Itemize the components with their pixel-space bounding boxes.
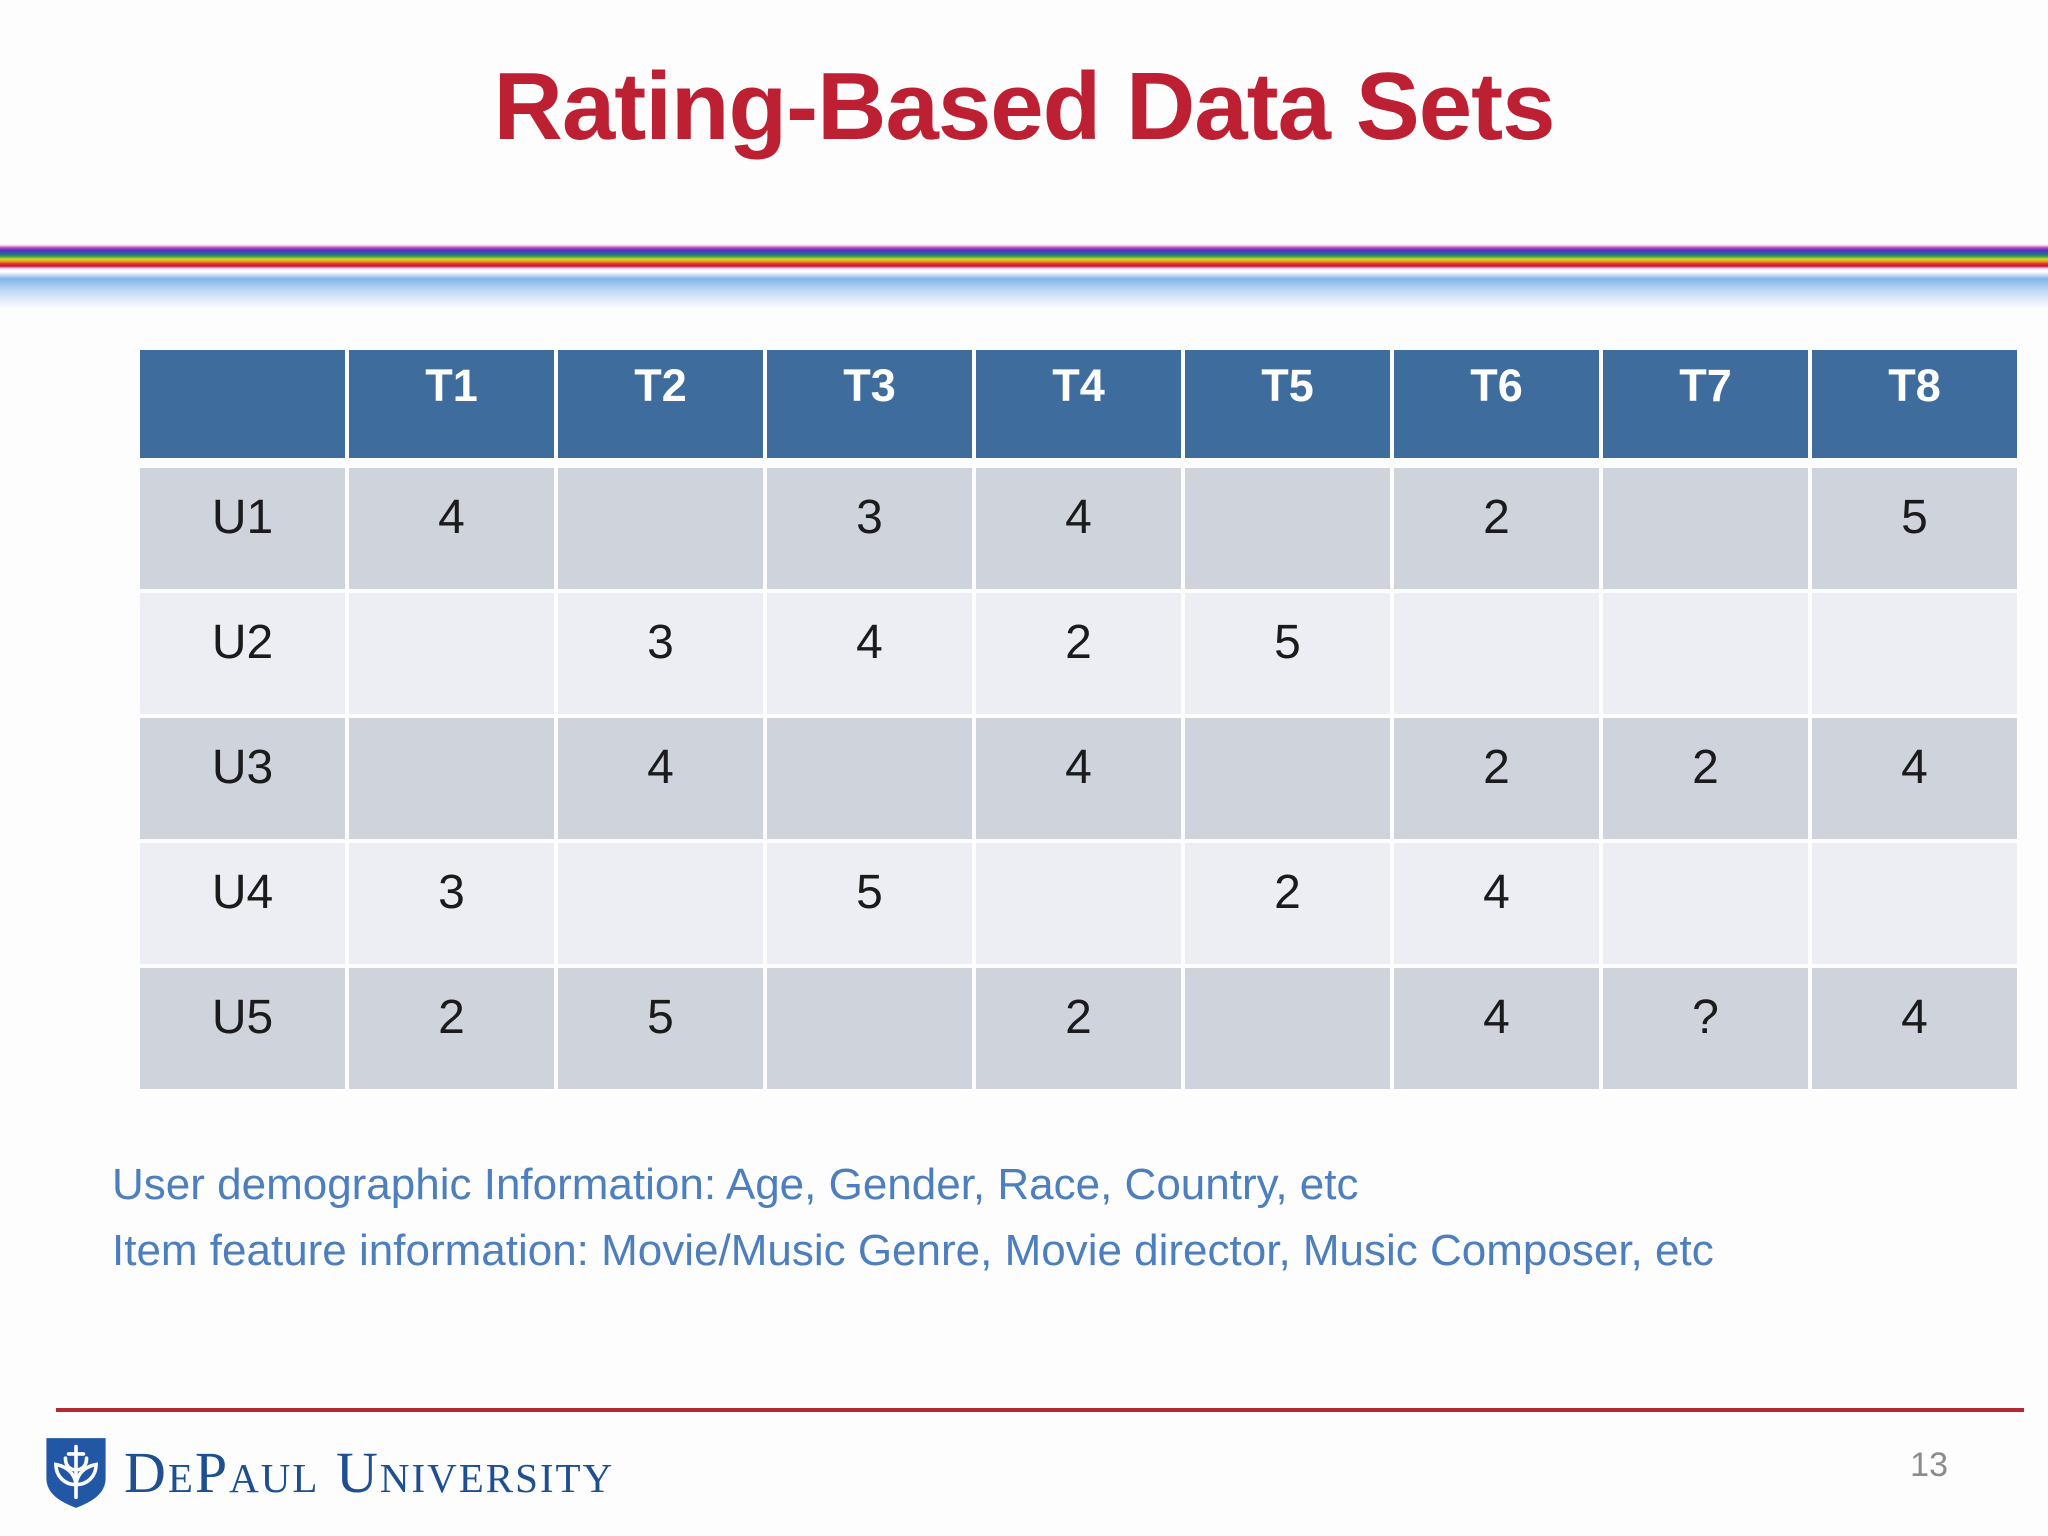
table-body: U1 4 3 4 2 5 U2 3 4 2 5 U3 4 4 2 2 4 U4 3 5 2 4 U5 2 5 2 4? 4	[140, 468, 2017, 1089]
rating-cell	[1603, 593, 1808, 714]
rating-cell: 5	[558, 968, 763, 1089]
depaul-shield-icon	[46, 1438, 106, 1508]
rating-cell: 2	[976, 593, 1181, 714]
rating-cell: 2	[1185, 843, 1390, 964]
table-row: U3 4 4 2 2 4	[140, 718, 2017, 839]
row-label: U4	[140, 843, 345, 964]
column-header-t4: T4	[976, 350, 1181, 464]
rating-cell: ?	[1603, 968, 1808, 1089]
rating-cell: 2	[1603, 718, 1808, 839]
column-header-t6: T6	[1394, 350, 1599, 464]
rating-cell: 5	[1185, 593, 1390, 714]
column-header-t7: T7	[1603, 350, 1808, 464]
note-user-demographics: User demographic Information: Age, Gende…	[112, 1160, 1359, 1209]
depaul-logo: DePaul University	[44, 1436, 614, 1510]
rating-cell: 4	[976, 468, 1181, 589]
rating-cell: 3	[349, 843, 554, 964]
rating-cell	[1185, 468, 1390, 589]
rating-cell: 2	[349, 968, 554, 1089]
rating-cell: 4	[976, 718, 1181, 839]
slide-title: Rating-Based Data Sets	[493, 53, 1556, 160]
rating-cell: 4	[349, 468, 554, 589]
rating-cell	[1185, 718, 1390, 839]
rating-cell: 4	[1394, 843, 1599, 964]
note-item-features: Item feature information: Movie/Music Ge…	[112, 1226, 1714, 1275]
rating-cell	[349, 593, 554, 714]
rating-cell	[1812, 843, 2017, 964]
notes-block: User demographic Information: Age, Gende…	[112, 1152, 1714, 1284]
table-row: U4 3 5 2 4	[140, 843, 2017, 964]
column-header-t1: T1	[349, 350, 554, 464]
ratings-table: T1 T2 T3 T4 T5 T6 T7 T8 U1 4 3 4 2 5 U2 3 4 2 5 U3 4 4 2 2 4 U4 3…	[136, 346, 2021, 1093]
row-label: U5	[140, 968, 345, 1089]
rating-cell	[1603, 843, 1808, 964]
rating-cell	[767, 968, 972, 1089]
rating-cell	[767, 718, 972, 839]
page-number: 13	[1910, 1446, 1948, 1484]
depaul-logo-text: DePaul University	[124, 1440, 615, 1505]
rating-cell: 4	[1812, 968, 2017, 1089]
rating-cell: 2	[1394, 718, 1599, 839]
table-row: U2 3 4 2 5	[140, 593, 2017, 714]
rating-cell	[976, 843, 1181, 964]
rating-cell: 3	[767, 468, 972, 589]
column-header-t2: T2	[558, 350, 763, 464]
rating-cell: 2	[1394, 468, 1599, 589]
row-label: U1	[140, 468, 345, 589]
rating-cell: 4	[767, 593, 972, 714]
row-label: U3	[140, 718, 345, 839]
rating-cell: 4	[1812, 718, 2017, 839]
rating-cell	[1394, 593, 1599, 714]
rating-cell	[558, 843, 763, 964]
table-row: U5 2 5 2 4? 4	[140, 968, 2017, 1089]
row-label: U2	[140, 593, 345, 714]
column-header-t3: T3	[767, 350, 972, 464]
rainbow-divider	[0, 244, 2048, 270]
footer-divider-line	[56, 1408, 2024, 1412]
rating-cell: 4	[1394, 968, 1599, 1089]
column-header-t8: T8	[1812, 350, 2017, 464]
rating-cell: 2	[976, 968, 1181, 1089]
column-header-t5: T5	[1185, 350, 1390, 464]
rating-cell	[1185, 968, 1390, 1089]
rating-cell	[1603, 468, 1808, 589]
rainbow-divider-glow	[0, 272, 2048, 310]
rating-cell: 5	[1812, 468, 2017, 589]
rating-cell	[349, 718, 554, 839]
rating-cell	[1812, 593, 2017, 714]
column-header-blank	[140, 350, 345, 464]
rating-cell: 5	[767, 843, 972, 964]
rating-cell	[558, 468, 763, 589]
table-row: U1 4 3 4 2 5	[140, 468, 2017, 589]
rating-cell: 4	[558, 718, 763, 839]
table-header-row: T1 T2 T3 T4 T5 T6 T7 T8	[140, 350, 2017, 464]
rating-cell: 3	[558, 593, 763, 714]
